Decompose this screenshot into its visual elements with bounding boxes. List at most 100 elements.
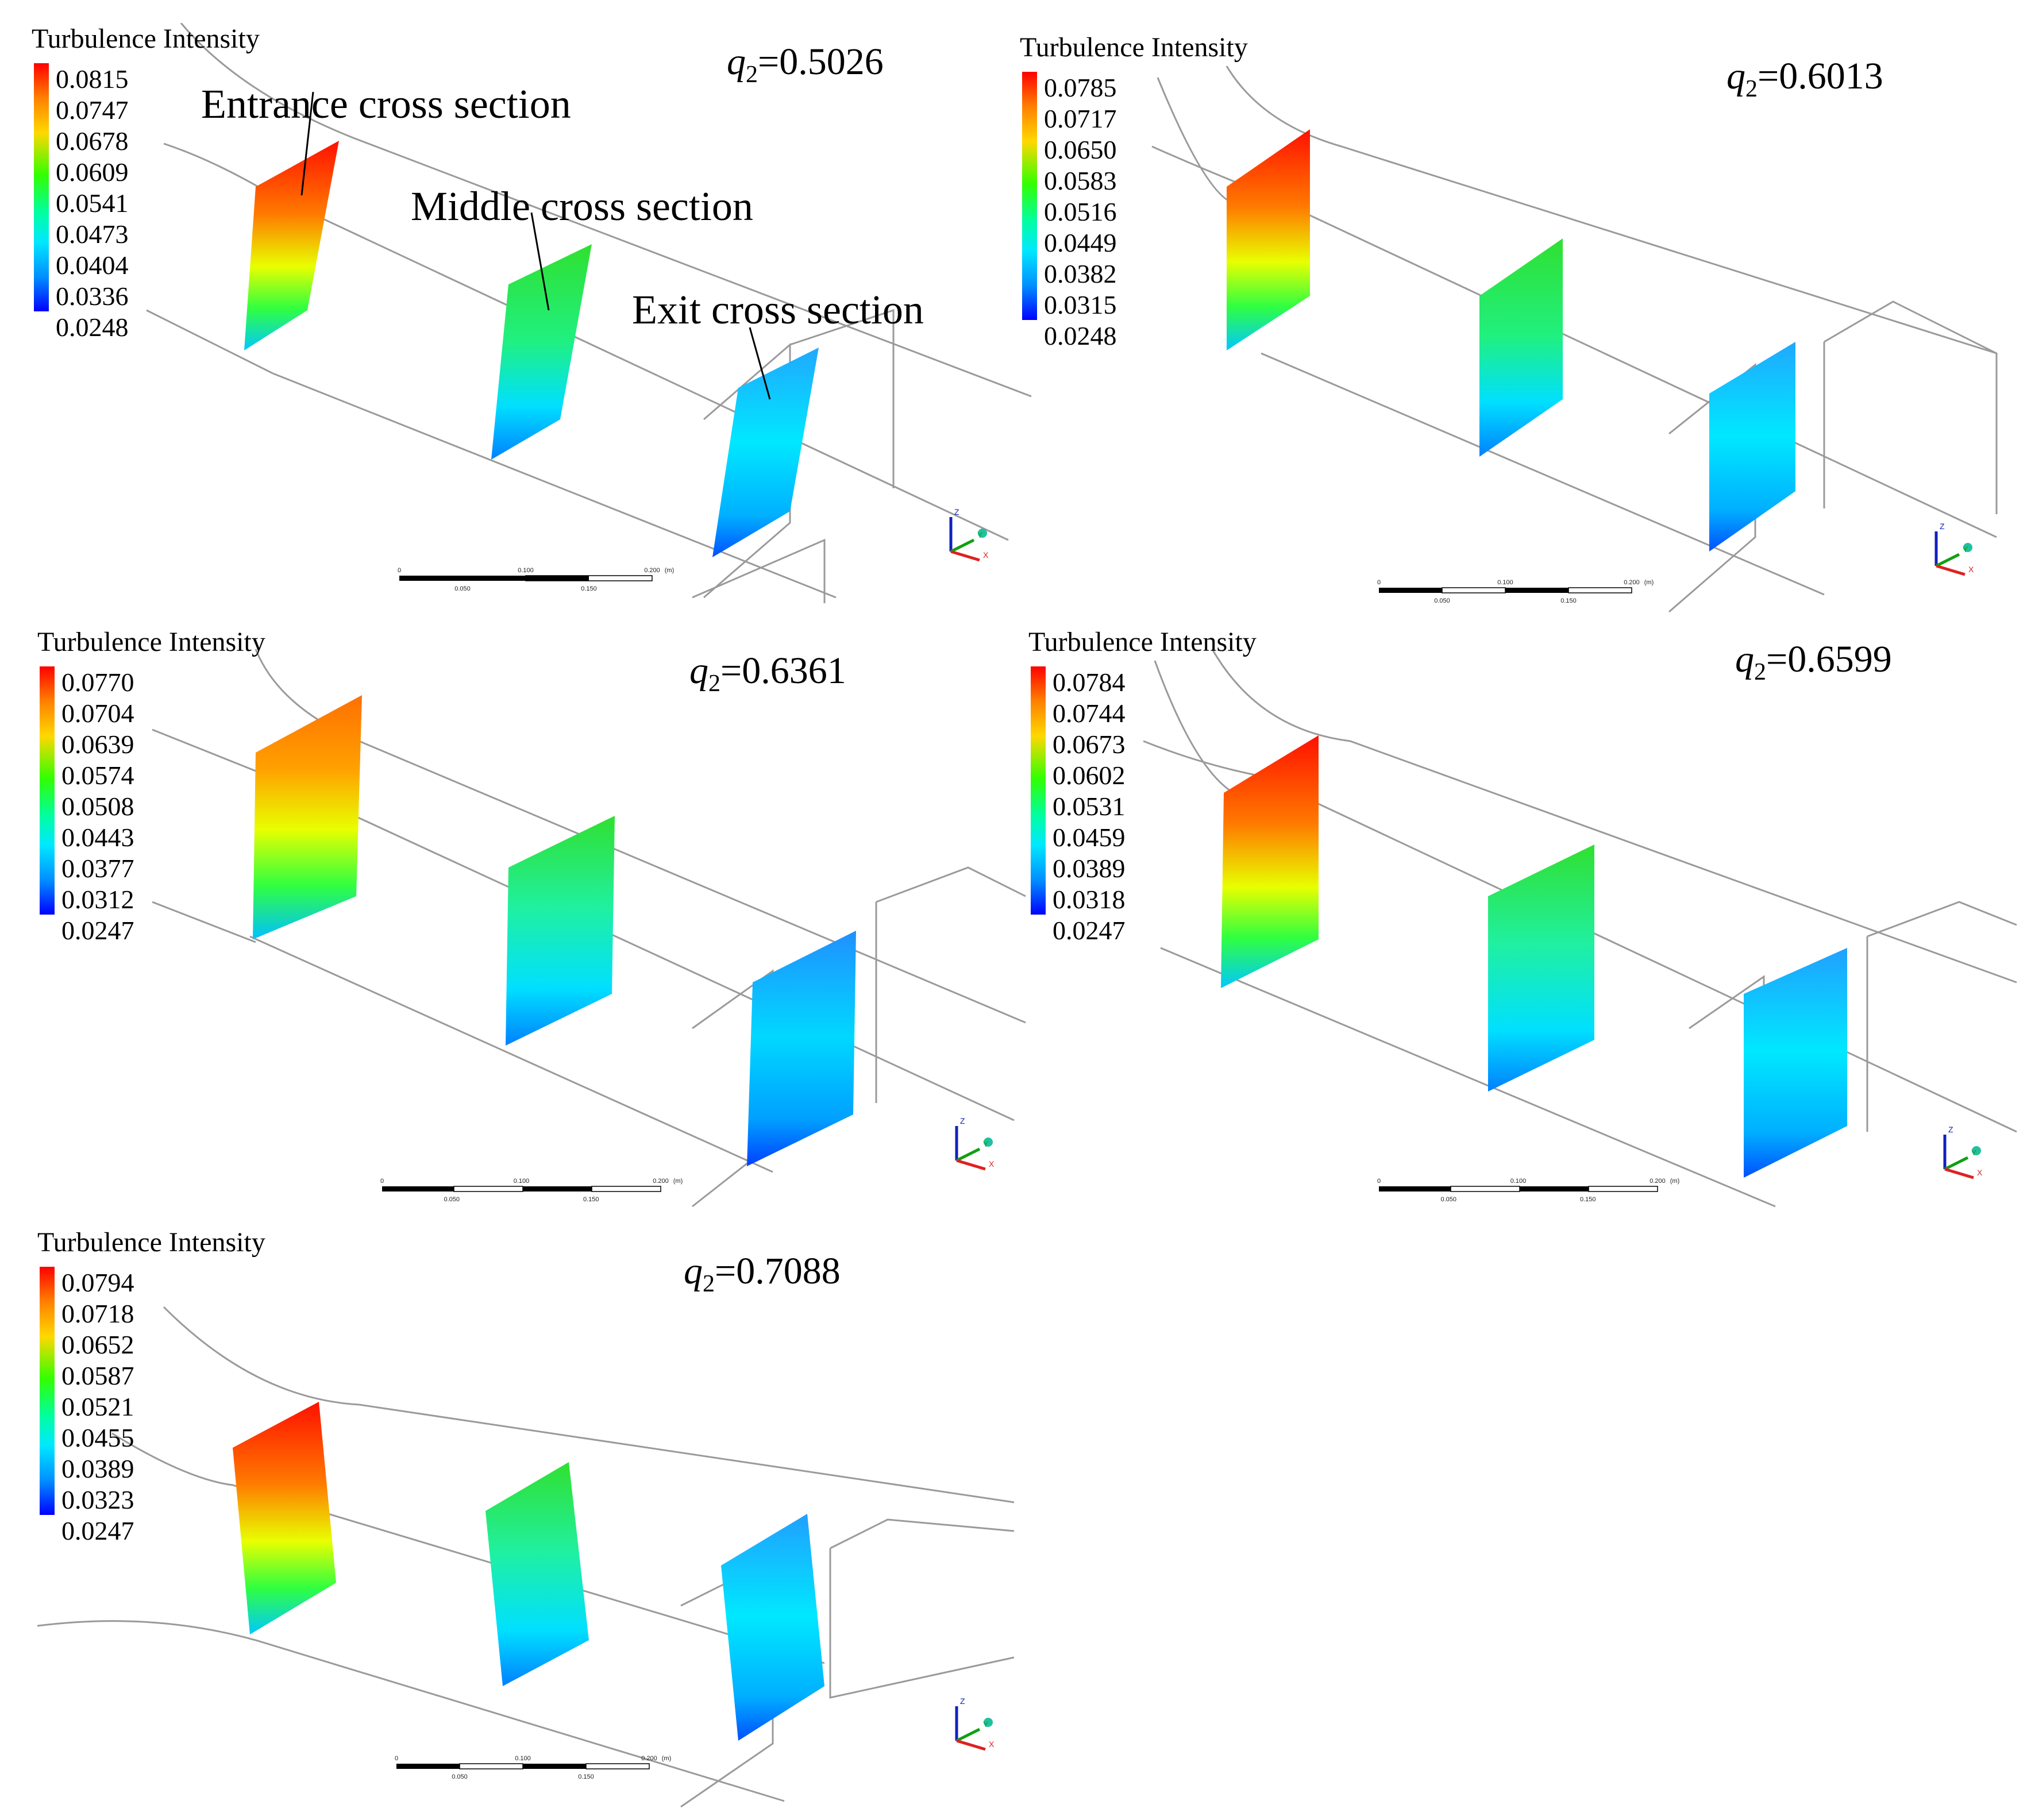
scale-label: 0.050 <box>444 1196 460 1203</box>
colorbar-tick: 0.0531 <box>1053 792 1126 821</box>
middle-cross-section <box>491 244 592 460</box>
colorbar <box>40 1267 55 1515</box>
axis-triad: Z Y X <box>1934 522 1974 576</box>
colorbar-tick: 0.0602 <box>1053 761 1126 790</box>
exit-cross-section <box>712 348 819 557</box>
colorbar-tick: 0.0336 <box>56 282 129 311</box>
colorbar-tick: 0.0247 <box>61 1516 134 1545</box>
scale-label: 0.050 <box>1434 597 1450 604</box>
exit-cross-section <box>721 1514 824 1741</box>
colorbar-tick: 0.0318 <box>1053 885 1126 914</box>
scale-label: 0.200 <box>641 1755 657 1762</box>
scale-bar: 0 0.100 0.200 (m) 0.050 0.150 <box>1377 579 1654 604</box>
scale-bar: 0 0.100 0.200 (m) 0.050 0.150 <box>398 567 674 592</box>
colorbar-tick: 0.0389 <box>61 1454 134 1483</box>
axis-x-label: X <box>983 550 989 560</box>
scale-label: 0.100 <box>1497 579 1513 586</box>
legend-title: Turbulence Intensity <box>37 1227 265 1258</box>
middle-callout: Middle cross section <box>411 183 753 229</box>
colorbar-tick: 0.0678 <box>56 126 129 156</box>
entrance-callout: Entrance cross section <box>201 81 571 127</box>
colorbar-tick: 0.0455 <box>61 1423 134 1452</box>
colorbar-tick: 0.0794 <box>61 1268 134 1297</box>
scale-label: 0 <box>1377 1178 1381 1185</box>
scale-label: 0 <box>398 567 401 574</box>
entrance-cross-section <box>233 1402 336 1634</box>
colorbar-tick: 0.0815 <box>56 64 129 94</box>
q2-label: q2=0.6013 <box>1726 55 1883 103</box>
axis-y-label: Y <box>1963 545 1968 554</box>
wireframe-scene: 0 0.100 0.200 (m) 0.050 0.150 Z Y X <box>152 649 1026 1208</box>
scale-label: 0.100 <box>515 1755 531 1762</box>
colorbar-tick: 0.0650 <box>1044 135 1117 164</box>
legend-title: Turbulence Intensity <box>37 627 265 657</box>
colorbar-tick: 0.0248 <box>56 313 129 342</box>
exit-cross-section <box>747 931 856 1166</box>
middle-cross-section <box>1488 845 1594 1092</box>
colorbar-tick: 0.0744 <box>1053 699 1126 728</box>
scale-label: (m) <box>673 1178 683 1185</box>
colorbar-tick: 0.0459 <box>1053 823 1126 852</box>
entrance-cross-section <box>1221 735 1319 988</box>
colorbar-tick: 0.0312 <box>61 885 134 914</box>
colorbar-tick: 0.0521 <box>61 1392 134 1421</box>
colorbar-tick: 0.0718 <box>61 1299 134 1328</box>
exit-callout: Exit cross section <box>632 287 924 333</box>
axis-y-label: Y <box>983 1139 989 1148</box>
wireframe-scene: 0 0.100 0.200 (m) 0.050 0.150 Z Y X <box>1151 65 1998 613</box>
colorbar-tick: 0.0516 <box>1044 197 1117 226</box>
colorbar-tick: 0.0747 <box>56 95 129 125</box>
axis-triad: Z Y X <box>955 1116 995 1171</box>
scale-label: (m) <box>1670 1178 1680 1185</box>
middle-cross-section <box>1479 238 1563 457</box>
colorbar <box>34 63 49 311</box>
axis-z-label: Z <box>954 507 959 516</box>
scale-bar: 0 0.100 0.200 (m) 0.050 0.150 <box>395 1755 671 1780</box>
colorbar-tick: 0.0639 <box>61 730 134 759</box>
colorbar-tick: 0.0508 <box>61 792 134 821</box>
scale-label: (m) <box>662 1755 672 1762</box>
axis-z-label: Z <box>960 1696 965 1706</box>
colorbar-tick: 0.0315 <box>1044 290 1117 319</box>
panel-4: 0 0.100 0.200 (m) 0.050 0.150 Z Y X Turbulence … <box>1028 626 2031 1218</box>
axis-z-label: Z <box>960 1116 965 1125</box>
scale-label: 0.100 <box>514 1178 530 1185</box>
scale-label: 0 <box>380 1178 384 1185</box>
colorbar-tick: 0.0377 <box>61 854 134 883</box>
wireframe-scene: 0 0.100 0.200 (m) 0.050 0.150 Z Y X <box>146 23 1032 603</box>
scale-label: 0.100 <box>1510 1178 1527 1185</box>
colorbar-tick: 0.0443 <box>61 823 134 852</box>
scale-bar: 0 0.100 0.200 (m) 0.050 0.150 <box>1377 1178 1679 1203</box>
scale-label: 0.200 <box>644 567 660 574</box>
scale-label: 0.050 <box>1440 1196 1456 1203</box>
entrance-cross-section <box>253 695 362 939</box>
panel-1: 0 0.100 0.200 (m) 0.050 0.150 Z Y X Turbulence … <box>32 23 1043 615</box>
axis-x-label: X <box>989 1740 995 1749</box>
scale-label: (m) <box>665 567 675 574</box>
axis-x-label: X <box>1977 1168 1983 1177</box>
legend-title: Turbulence Intensity <box>1028 627 1257 657</box>
wireframe-scene: 0 0.100 0.200 (m) 0.050 0.150 Z Y X <box>37 1306 1015 1808</box>
axis-x-label: X <box>1968 565 1974 574</box>
colorbar-tick: 0.0574 <box>61 761 134 790</box>
axis-triad: Z Y X <box>955 1696 995 1751</box>
colorbar-tick: 0.0404 <box>56 250 129 280</box>
scale-label: 0.050 <box>454 585 471 592</box>
axis-triad: Z Y X <box>949 507 989 562</box>
colorbar-tick: 0.0541 <box>56 188 129 218</box>
colorbar <box>1022 72 1037 320</box>
panel-3: 0 0.100 0.200 (m) 0.050 0.150 Z Y X Turbulence … <box>37 626 1049 1218</box>
colorbar-tick: 0.0323 <box>61 1485 134 1514</box>
scale-bar: 0 0.100 0.200 (m) 0.050 0.150 <box>380 1178 683 1203</box>
colorbar <box>40 666 55 915</box>
colorbar <box>1031 666 1046 915</box>
colorbar-tick: 0.0449 <box>1044 228 1117 257</box>
colorbar-tick: 0.0609 <box>56 157 129 187</box>
q2-label: q2=0.6361 <box>689 650 846 697</box>
wireframe-scene: 0 0.100 0.200 (m) 0.050 0.150 Z Y X <box>1143 649 2017 1208</box>
colorbar-tick: 0.0583 <box>1044 166 1117 195</box>
exit-cross-section <box>1744 948 1847 1178</box>
entrance-cross-section <box>1227 129 1310 350</box>
axis-triad: Z Y X <box>1943 1125 1983 1179</box>
scale-label: 0.050 <box>452 1773 468 1780</box>
